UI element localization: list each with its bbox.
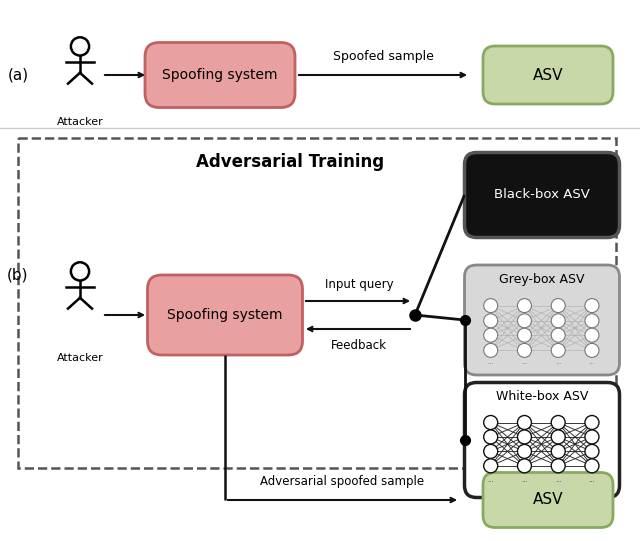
Circle shape (551, 430, 565, 444)
Circle shape (551, 344, 565, 358)
Text: (b): (b) (7, 267, 29, 282)
Circle shape (585, 459, 599, 473)
Text: ...: ... (555, 359, 561, 365)
Circle shape (518, 459, 531, 473)
Circle shape (585, 430, 599, 444)
Text: ...: ... (589, 359, 595, 365)
Circle shape (585, 299, 599, 313)
Circle shape (585, 314, 599, 328)
Text: ...: ... (487, 359, 494, 365)
Text: ...: ... (521, 359, 528, 365)
Text: Black-box ASV: Black-box ASV (494, 188, 590, 201)
Text: Spoofed sample: Spoofed sample (333, 50, 433, 63)
Circle shape (518, 415, 531, 430)
Text: White-box ASV: White-box ASV (496, 390, 588, 403)
Text: ...: ... (487, 477, 494, 483)
Circle shape (551, 299, 565, 313)
Text: ASV: ASV (532, 492, 563, 507)
Circle shape (484, 444, 498, 458)
FancyBboxPatch shape (465, 382, 620, 498)
Text: Adversarial Training: Adversarial Training (196, 153, 384, 171)
Circle shape (484, 299, 498, 313)
Text: ASV: ASV (532, 68, 563, 82)
Circle shape (585, 344, 599, 358)
Text: Grey-box ASV: Grey-box ASV (499, 273, 585, 286)
Circle shape (518, 299, 531, 313)
Bar (18, 138, 616, 468)
FancyBboxPatch shape (465, 153, 620, 237)
Circle shape (518, 328, 531, 342)
FancyBboxPatch shape (483, 472, 613, 527)
Text: Spoofing system: Spoofing system (163, 68, 278, 82)
Text: Feedback: Feedback (331, 339, 387, 352)
Circle shape (518, 444, 531, 458)
Text: (a): (a) (8, 68, 29, 82)
Text: Adversarial spoofed sample: Adversarial spoofed sample (260, 475, 424, 488)
Circle shape (551, 415, 565, 430)
Circle shape (484, 344, 498, 358)
Text: ...: ... (555, 477, 561, 483)
Circle shape (484, 459, 498, 473)
Circle shape (551, 444, 565, 458)
Circle shape (518, 344, 531, 358)
Circle shape (518, 314, 531, 328)
Text: ...: ... (521, 477, 528, 483)
Circle shape (484, 430, 498, 444)
FancyBboxPatch shape (465, 265, 620, 375)
FancyBboxPatch shape (147, 275, 303, 355)
Text: ...: ... (589, 477, 595, 483)
Circle shape (484, 328, 498, 342)
Circle shape (551, 314, 565, 328)
Text: Attacker: Attacker (56, 353, 104, 363)
Circle shape (585, 328, 599, 342)
Circle shape (484, 415, 498, 430)
Text: Spoofing system: Spoofing system (167, 308, 283, 322)
FancyBboxPatch shape (483, 46, 613, 104)
FancyBboxPatch shape (145, 43, 295, 108)
Circle shape (585, 444, 599, 458)
Text: Input query: Input query (324, 278, 394, 291)
Circle shape (484, 314, 498, 328)
Circle shape (551, 328, 565, 342)
Circle shape (518, 430, 531, 444)
Text: Attacker: Attacker (56, 117, 104, 127)
Circle shape (551, 459, 565, 473)
Circle shape (585, 415, 599, 430)
